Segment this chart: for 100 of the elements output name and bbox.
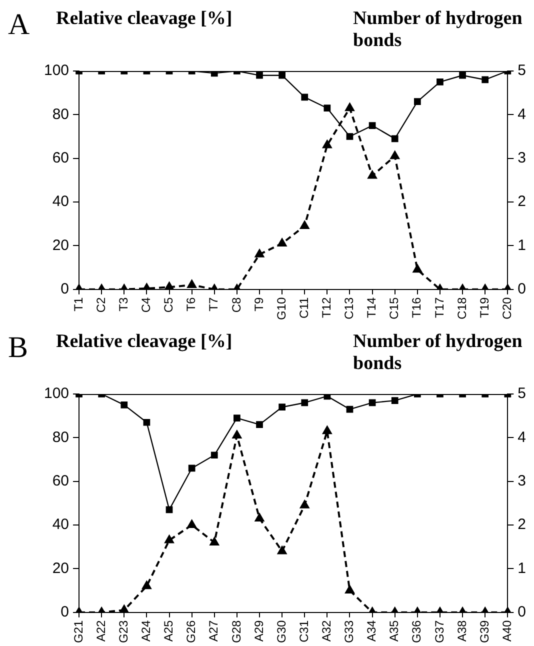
point <box>436 78 444 86</box>
point <box>345 103 354 112</box>
x-tick-label: C2 <box>94 296 108 313</box>
point <box>164 282 174 290</box>
y2-tick-label: 4 <box>518 106 526 123</box>
point <box>256 72 263 79</box>
x-tick-label: C11 <box>296 296 311 318</box>
x-tick-label: G33 <box>342 620 356 644</box>
point <box>232 430 242 438</box>
point <box>120 605 129 612</box>
point <box>210 452 218 459</box>
y-tick-label: 40 <box>52 193 70 210</box>
point <box>143 418 150 426</box>
x-tick-label: G36 <box>410 620 424 644</box>
x-tick-label: C15 <box>387 296 402 320</box>
y-tick-label: 20 <box>52 236 70 254</box>
chart-title: A <box>8 8 30 42</box>
y-axis-title: Relative cleavage [%] <box>56 8 234 30</box>
point <box>482 76 489 84</box>
x-tick-label: G30 <box>274 620 288 644</box>
point <box>301 94 308 101</box>
point <box>210 537 219 546</box>
point <box>322 140 332 148</box>
x-tick-label: A32 <box>319 620 334 642</box>
y-tick-label: 40 <box>52 516 70 534</box>
x-tick-label: G10 <box>274 297 288 320</box>
y2-tick-label: 3 <box>518 149 526 166</box>
point <box>187 520 196 528</box>
point <box>255 249 264 258</box>
x-tick-label: T14 <box>364 297 379 318</box>
y2-tick-label: 0 <box>518 603 526 620</box>
y-tick-label: 60 <box>52 472 70 490</box>
x-tick-label: C18 <box>454 296 469 320</box>
point <box>390 151 400 160</box>
x-tick-label: G21 <box>71 620 86 644</box>
point <box>322 426 332 434</box>
point <box>300 500 310 508</box>
x-tick-label: T1 <box>71 297 86 312</box>
point <box>414 98 421 105</box>
y2-tick-label: 2 <box>518 193 526 210</box>
y2-axis-title: Number of hydrogen bonds <box>353 8 524 52</box>
x-tick-label: C5 <box>162 296 176 313</box>
x-tick-label: T12 <box>319 297 334 318</box>
y2-tick-label: 1 <box>518 236 526 254</box>
y-tick-label: 60 <box>52 149 70 166</box>
y-tick-label: 20 <box>52 560 70 577</box>
y2-tick-label: 1 <box>518 560 526 577</box>
x-tick-label: T17 <box>432 297 446 318</box>
point <box>234 414 240 422</box>
x-tick-label: A22 <box>94 620 108 642</box>
point <box>120 401 128 408</box>
point <box>166 506 173 514</box>
point <box>278 72 286 79</box>
y2-tick-label: 2 <box>518 516 526 534</box>
x-tick-label: A27 <box>206 620 221 642</box>
point <box>368 170 377 179</box>
point <box>300 221 310 230</box>
x-tick-label: G28 <box>229 620 244 644</box>
y-tick-label: 80 <box>52 106 70 123</box>
point <box>412 264 422 273</box>
y-tick-label: 100 <box>44 385 70 402</box>
x-tick-label: T9 <box>252 297 266 312</box>
x-tick-label: G37 <box>432 620 446 644</box>
y2-tick-label: 4 <box>518 428 526 446</box>
y2-tick-label: 3 <box>518 472 526 490</box>
x-tick-label: A40 <box>500 620 514 642</box>
point <box>278 238 287 246</box>
point <box>142 581 152 590</box>
x-tick-label: G39 <box>477 620 492 644</box>
point <box>278 404 286 411</box>
point <box>164 535 174 544</box>
x-tick-label: C31 <box>296 620 311 642</box>
y2-tick-label: 5 <box>518 62 526 80</box>
y2-tick-label: 0 <box>518 280 526 298</box>
point <box>278 546 287 554</box>
point <box>368 399 376 406</box>
x-tick-label: T16 <box>410 297 424 318</box>
point <box>324 104 331 112</box>
point <box>256 421 263 428</box>
x-tick-label: C13 <box>342 296 356 320</box>
x-tick-label: T7 <box>206 297 221 312</box>
point <box>188 464 196 472</box>
x-tick-label: C8 <box>229 296 244 313</box>
point <box>301 399 308 406</box>
x-tick-label: A38 <box>454 620 469 642</box>
y-tick-label: 0 <box>60 603 70 620</box>
y2-tick-label: 5 <box>518 385 526 402</box>
x-tick-label: A35 <box>387 620 402 642</box>
x-tick-label: A29 <box>252 620 266 642</box>
y2-axis-title: Number of hydrogen bonds <box>353 331 524 375</box>
x-tick-label: C4 <box>139 296 154 313</box>
y-tick-label: 0 <box>60 280 70 298</box>
point <box>345 585 354 594</box>
x-tick-label: T3 <box>116 297 130 312</box>
point <box>391 135 398 142</box>
point <box>391 397 398 404</box>
x-tick-label: T6 <box>184 297 198 312</box>
x-tick-label: T19 <box>477 297 492 318</box>
point <box>459 72 466 79</box>
y-axis-title: Relative cleavage [%] <box>56 331 234 353</box>
